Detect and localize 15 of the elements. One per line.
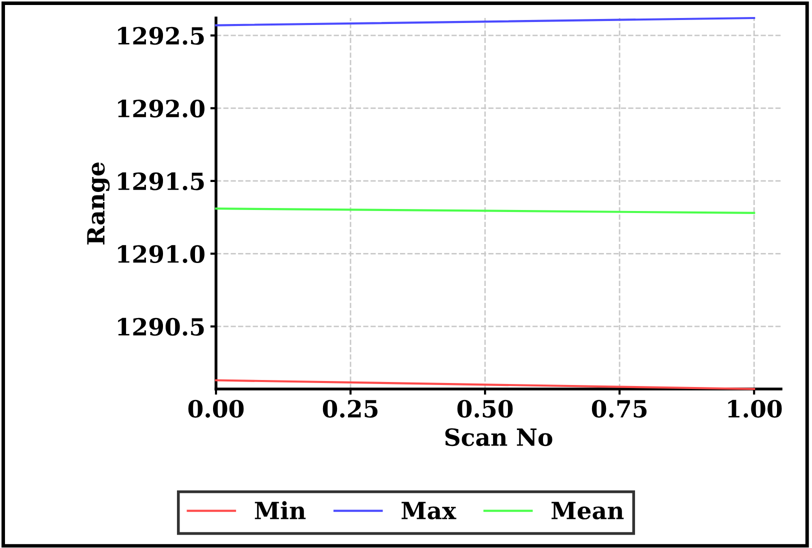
y-tick-label: 1291.0 — [118, 245, 204, 263]
x-tick-label: 0.75 — [592, 400, 647, 418]
x-tick-label: 0.50 — [457, 400, 513, 418]
y-tick-label: 1290.5 — [118, 318, 204, 336]
y-axis-title: Range — [87, 162, 110, 244]
y-tick-label: 1291.5 — [118, 172, 204, 190]
legend-label: Mean — [552, 502, 624, 520]
y-tick-label: 1292.0 — [118, 100, 204, 118]
legend-label: Min — [254, 501, 306, 520]
x-tick-label: 0.25 — [322, 400, 378, 418]
x-tick-label: 1.00 — [728, 400, 782, 418]
x-axis-title: Scan No — [445, 428, 552, 446]
y-tick-label: 1292.5 — [118, 26, 204, 45]
legend-label: Max — [402, 502, 456, 520]
x-tick-label: 0.00 — [188, 400, 244, 418]
